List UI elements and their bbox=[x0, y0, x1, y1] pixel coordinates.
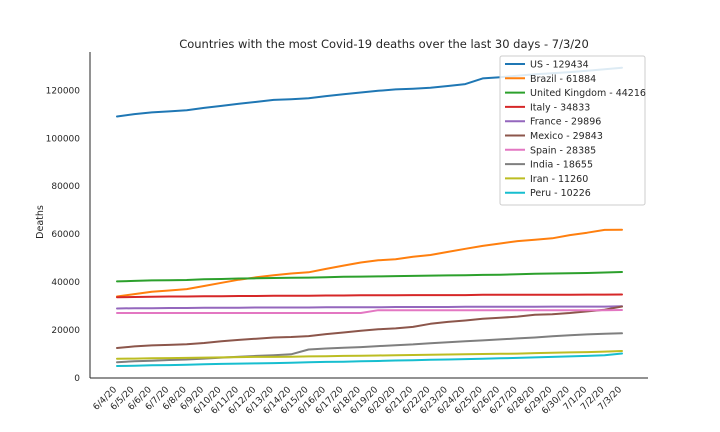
series-line bbox=[116, 332, 623, 364]
series-line bbox=[116, 352, 623, 367]
y-tick-label: 60000 bbox=[51, 230, 80, 240]
legend-label: Spain - 28385 bbox=[530, 145, 596, 156]
legend-label: US - 129434 bbox=[530, 60, 589, 71]
legend-label: Iran - 11260 bbox=[530, 174, 588, 185]
legend: US - 129434 Brazil - 61884 United Kingdom … bbox=[499, 55, 646, 206]
legend-label: France - 29896 bbox=[530, 117, 601, 128]
legend-label: Italy - 34833 bbox=[530, 102, 590, 113]
legend-box bbox=[499, 55, 646, 206]
series-line bbox=[116, 309, 623, 314]
series-line bbox=[116, 305, 623, 310]
legend-label: Brazil - 61884 bbox=[530, 74, 596, 85]
series-line bbox=[116, 228, 623, 298]
y-tick-label: 0 bbox=[74, 374, 80, 384]
legend-label: Peru - 10226 bbox=[530, 188, 591, 199]
y-ticks: 0 20000 40000 60000 80000 100000 120000 bbox=[46, 86, 81, 384]
chart-title: Countries with the most Covid-19 deaths … bbox=[179, 37, 589, 51]
y-axis-label: Deaths bbox=[35, 205, 46, 239]
x-ticks: 6/4/206/5/206/6/206/7/206/8/206/9/206/10… bbox=[92, 385, 625, 417]
y-tick-label: 20000 bbox=[51, 326, 80, 336]
series-line bbox=[116, 350, 623, 360]
y-tick-label: 120000 bbox=[46, 86, 81, 96]
legend-label: India - 18655 bbox=[530, 160, 593, 171]
series-line bbox=[116, 271, 623, 283]
y-tick-label: 40000 bbox=[51, 278, 80, 288]
y-tick-label: 80000 bbox=[51, 182, 80, 192]
axes bbox=[89, 52, 648, 379]
legend-label: United Kingdom - 44216 bbox=[530, 88, 646, 99]
legend-label: Mexico - 29843 bbox=[530, 131, 603, 142]
y-tick-label: 100000 bbox=[46, 134, 81, 144]
series-line bbox=[116, 305, 623, 349]
series-line bbox=[116, 293, 623, 299]
series-lines bbox=[116, 66, 623, 367]
